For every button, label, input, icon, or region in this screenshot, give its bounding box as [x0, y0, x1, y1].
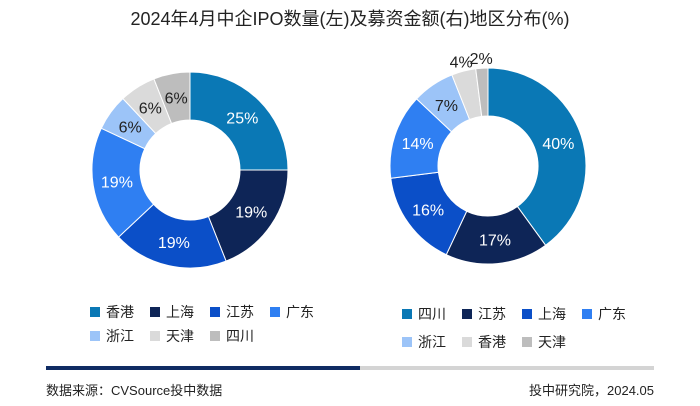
slice-label: 4%: [450, 54, 473, 71]
slice-label: 19%: [158, 235, 190, 252]
slice-label: 17%: [479, 233, 511, 250]
legend-swatch: [462, 337, 472, 347]
slice-label: 25%: [226, 111, 258, 128]
legend-item: 四川: [210, 326, 254, 346]
legend-item: 江苏: [462, 304, 506, 324]
footer-divider-dark: [46, 366, 360, 370]
legend-swatch: [402, 309, 412, 319]
legend-swatch: [522, 309, 532, 319]
right-legend: 四川 江苏 上海 广东 浙江 香港 天津: [402, 302, 642, 354]
legend-swatch: [150, 331, 160, 341]
legend-item: 上海: [150, 302, 194, 322]
footer-divider-light: [360, 366, 654, 370]
slice-label: 2%: [470, 51, 493, 68]
donut-slice: [487, 67, 587, 246]
legend-item: 广东: [582, 304, 626, 324]
legend-swatch: [210, 307, 220, 317]
legend-item: 香港: [462, 332, 506, 352]
legend-swatch: [210, 331, 220, 341]
legend-item: 广东: [270, 302, 314, 322]
legend-item: 天津: [150, 326, 194, 346]
slice-label: 19%: [235, 205, 267, 222]
chart-title: 2024年4月中企IPO数量(左)及募资金额(右)地区分布(%): [130, 9, 570, 29]
legend-swatch: [90, 331, 100, 341]
slice-label: 7%: [435, 98, 458, 115]
slice-label: 40%: [542, 136, 574, 153]
legend-swatch: [462, 309, 472, 319]
donut-slice: [189, 71, 289, 171]
slice-label: 16%: [412, 202, 444, 219]
legend-item: 浙江: [90, 326, 134, 346]
left-donut-chart: 25%19%19%19%6%6%6%: [91, 71, 289, 269]
data-source: 数据来源：CVSource投中数据: [46, 383, 223, 398]
legend-swatch: [522, 337, 532, 347]
legend-item: 四川: [402, 304, 446, 324]
legend-item: 香港: [90, 302, 134, 322]
legend-item: 上海: [522, 304, 566, 324]
legend-swatch: [582, 309, 592, 319]
right-donut-chart: 40% 17% 16% 14% 7% 4%2%: [389, 51, 587, 265]
slice-label: 6%: [165, 90, 188, 107]
legend-swatch: [402, 337, 412, 347]
legend-swatch: [150, 307, 160, 317]
legend-swatch: [270, 307, 280, 317]
credit: 投中研究院，2024.05: [529, 383, 654, 398]
legend-item: 天津: [522, 332, 566, 352]
donut-slice: [153, 71, 191, 125]
legend-item: 江苏: [210, 302, 254, 322]
left-legend: 香港 上海 江苏 广东 浙江 天津 四川: [90, 300, 330, 348]
legend-swatch: [90, 307, 100, 317]
slice-label: 14%: [402, 136, 434, 153]
donut-slice: [475, 67, 489, 117]
slice-label: 6%: [119, 120, 142, 137]
slice-label: 6%: [139, 101, 162, 118]
legend-item: 浙江: [402, 332, 446, 352]
slice-label: 19%: [101, 175, 133, 192]
